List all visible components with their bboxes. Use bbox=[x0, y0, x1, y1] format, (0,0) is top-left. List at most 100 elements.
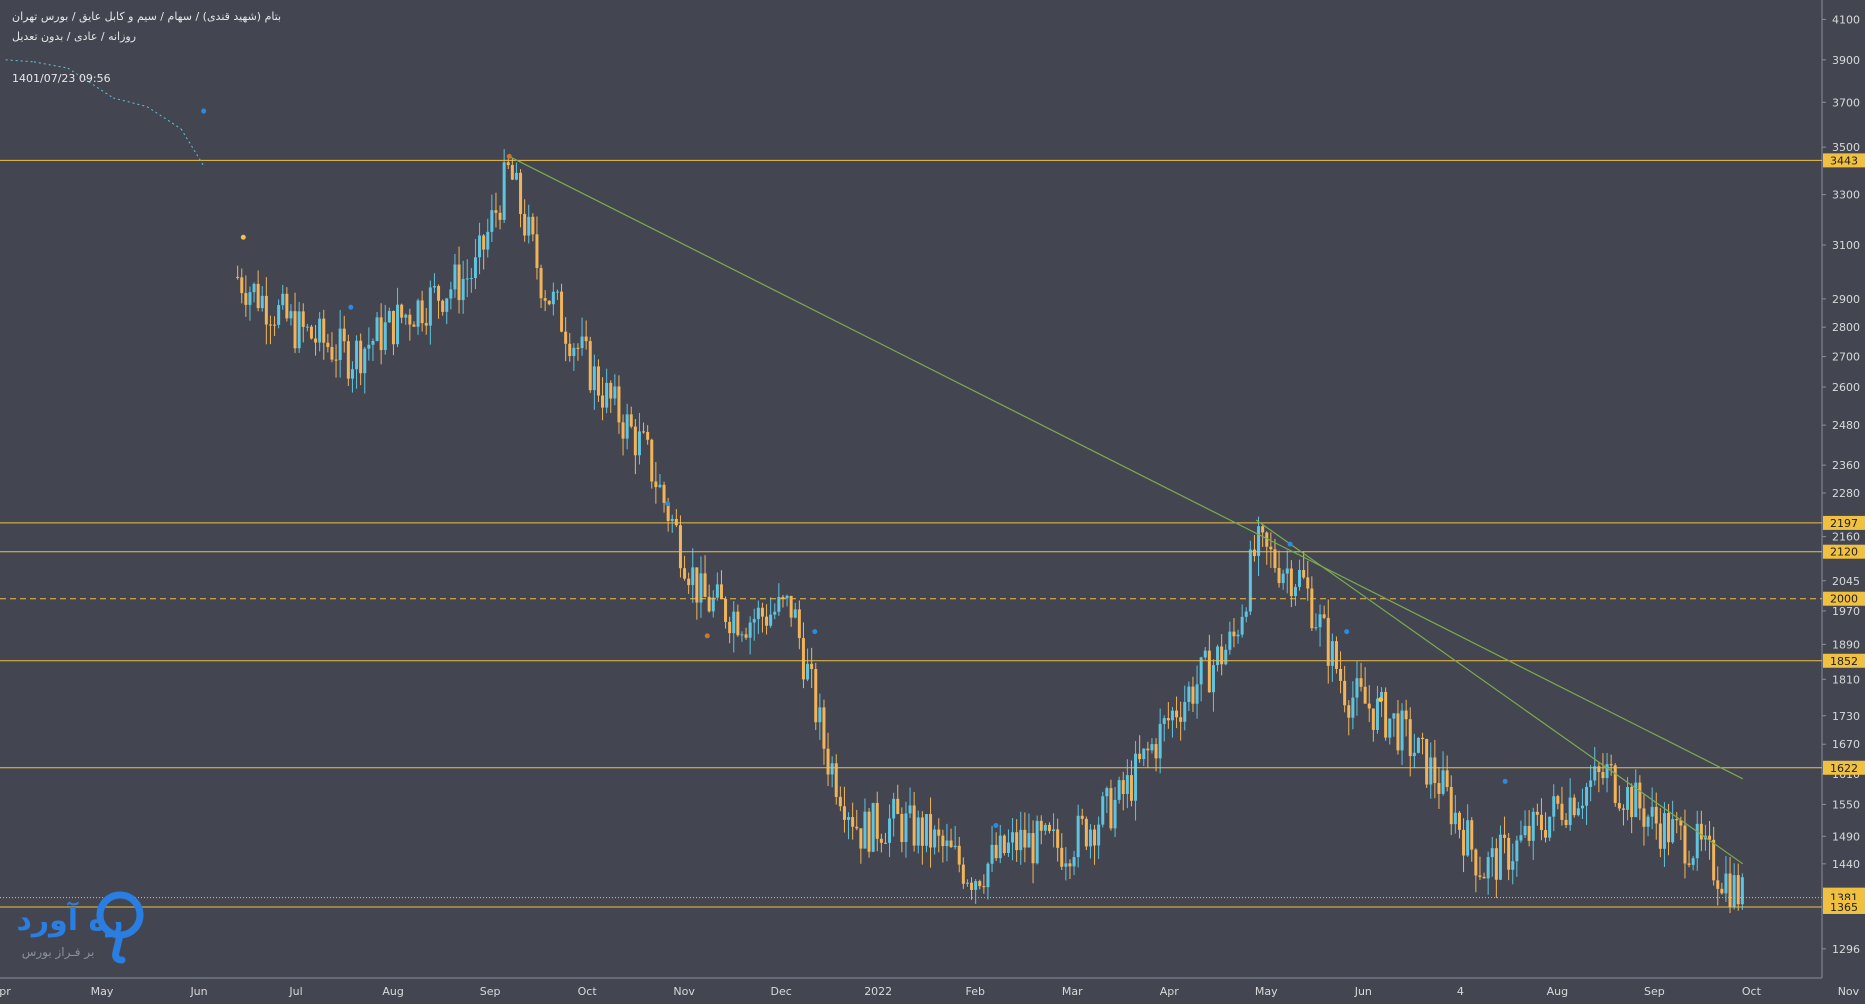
signal-marker bbox=[240, 234, 246, 240]
candle-body bbox=[810, 663, 814, 669]
candle-body bbox=[871, 802, 875, 852]
price-level-tag bbox=[1823, 899, 1865, 914]
candle-body bbox=[1146, 748, 1150, 751]
candle-body bbox=[1019, 829, 1023, 851]
candle-body bbox=[1429, 757, 1433, 785]
candle-body bbox=[1568, 797, 1572, 826]
candle-body bbox=[1236, 634, 1240, 637]
candle-body bbox=[1228, 631, 1232, 650]
candle-body bbox=[707, 596, 711, 612]
candle-body bbox=[1601, 772, 1605, 779]
candle-body bbox=[1654, 806, 1658, 824]
price-level-tag bbox=[1823, 515, 1865, 530]
candle-body bbox=[601, 395, 605, 408]
candle-body bbox=[1121, 780, 1125, 795]
candle-body bbox=[703, 573, 707, 597]
candle-body bbox=[617, 386, 621, 423]
candle-body bbox=[1392, 713, 1396, 719]
history-dotted-line bbox=[113, 97, 148, 108]
x-tick-label: Sep bbox=[480, 985, 501, 998]
price-level-label: 1365 bbox=[1830, 901, 1858, 914]
x-tick-label: Sep bbox=[1644, 985, 1665, 998]
candle-body bbox=[1400, 710, 1404, 751]
candle-body bbox=[842, 806, 846, 820]
candle-body bbox=[1687, 863, 1691, 865]
candle-body bbox=[584, 336, 588, 342]
candle-body bbox=[1011, 832, 1015, 843]
candle-body bbox=[592, 366, 596, 391]
candle-body bbox=[1257, 526, 1261, 557]
candle-body bbox=[1613, 765, 1617, 804]
candle-body bbox=[1437, 783, 1441, 794]
x-tick-label: 4 bbox=[1457, 985, 1464, 998]
candle-body bbox=[359, 340, 363, 374]
candle-body bbox=[1318, 614, 1322, 628]
candle-body bbox=[564, 331, 568, 344]
y-tick-label: 3300 bbox=[1832, 189, 1860, 202]
candle-body bbox=[683, 568, 687, 579]
candle-body bbox=[793, 609, 797, 618]
candle-body bbox=[892, 798, 896, 819]
candle-body bbox=[1449, 786, 1453, 825]
candle-body bbox=[765, 616, 769, 626]
y-tick-label: 4100 bbox=[1832, 13, 1860, 26]
candle-body bbox=[1265, 532, 1269, 547]
candle-body bbox=[695, 567, 699, 603]
candle-body bbox=[1220, 646, 1224, 665]
y-tick-label: 1296 bbox=[1832, 943, 1860, 956]
candle-body bbox=[1056, 829, 1060, 848]
candle-body bbox=[904, 813, 908, 843]
candle-body bbox=[273, 324, 277, 326]
candle-body bbox=[1072, 857, 1076, 867]
brand-watermark: ره آورد بر فـراز بورس bbox=[8, 890, 148, 974]
candle-body bbox=[1375, 698, 1379, 730]
candle-body bbox=[916, 817, 920, 846]
candle-body bbox=[756, 607, 760, 620]
candle-body bbox=[1175, 710, 1179, 718]
candle-body bbox=[416, 300, 420, 327]
candle-body bbox=[1675, 819, 1679, 821]
candle-body bbox=[818, 707, 822, 723]
candle-body bbox=[953, 845, 957, 848]
candle-body bbox=[769, 614, 773, 626]
candle-body bbox=[748, 622, 752, 638]
candle-body bbox=[318, 318, 322, 343]
y-tick-label: 2700 bbox=[1832, 351, 1860, 364]
candle-body bbox=[851, 817, 855, 827]
candle-body bbox=[387, 310, 391, 323]
candle-body bbox=[1621, 808, 1625, 810]
candle-body bbox=[1351, 697, 1355, 718]
candle-body bbox=[1511, 861, 1515, 870]
candle-body bbox=[1322, 614, 1326, 618]
candle-body bbox=[1261, 526, 1265, 533]
candle-body bbox=[494, 210, 498, 213]
x-tick-label: Dec bbox=[771, 985, 792, 998]
candle-body bbox=[1404, 710, 1408, 720]
signal-marker bbox=[1344, 629, 1350, 635]
candle-body bbox=[838, 796, 842, 807]
candle-body bbox=[1552, 796, 1556, 817]
candle-body bbox=[1273, 549, 1277, 569]
candle-body bbox=[1683, 825, 1687, 864]
y-tick-label: 1730 bbox=[1832, 710, 1860, 723]
candle-body bbox=[1216, 646, 1220, 666]
candle-body bbox=[1412, 752, 1416, 757]
candle-body bbox=[1589, 780, 1593, 787]
candle-body bbox=[256, 283, 260, 309]
candle-body bbox=[1486, 857, 1490, 879]
candle-body bbox=[383, 322, 387, 351]
candle-body bbox=[1634, 782, 1638, 818]
candle-body bbox=[1339, 668, 1343, 681]
candle-body bbox=[1199, 657, 1203, 685]
candle-body bbox=[1191, 686, 1195, 704]
candle-body bbox=[1384, 691, 1388, 738]
candle-body bbox=[674, 518, 678, 526]
y-tick-label: 1810 bbox=[1832, 673, 1860, 686]
candle-body bbox=[539, 268, 543, 299]
candle-body bbox=[1720, 888, 1724, 894]
candle-body bbox=[527, 216, 531, 236]
candle-body bbox=[469, 278, 473, 280]
candle-body bbox=[961, 864, 965, 884]
candle-body bbox=[1527, 825, 1531, 841]
